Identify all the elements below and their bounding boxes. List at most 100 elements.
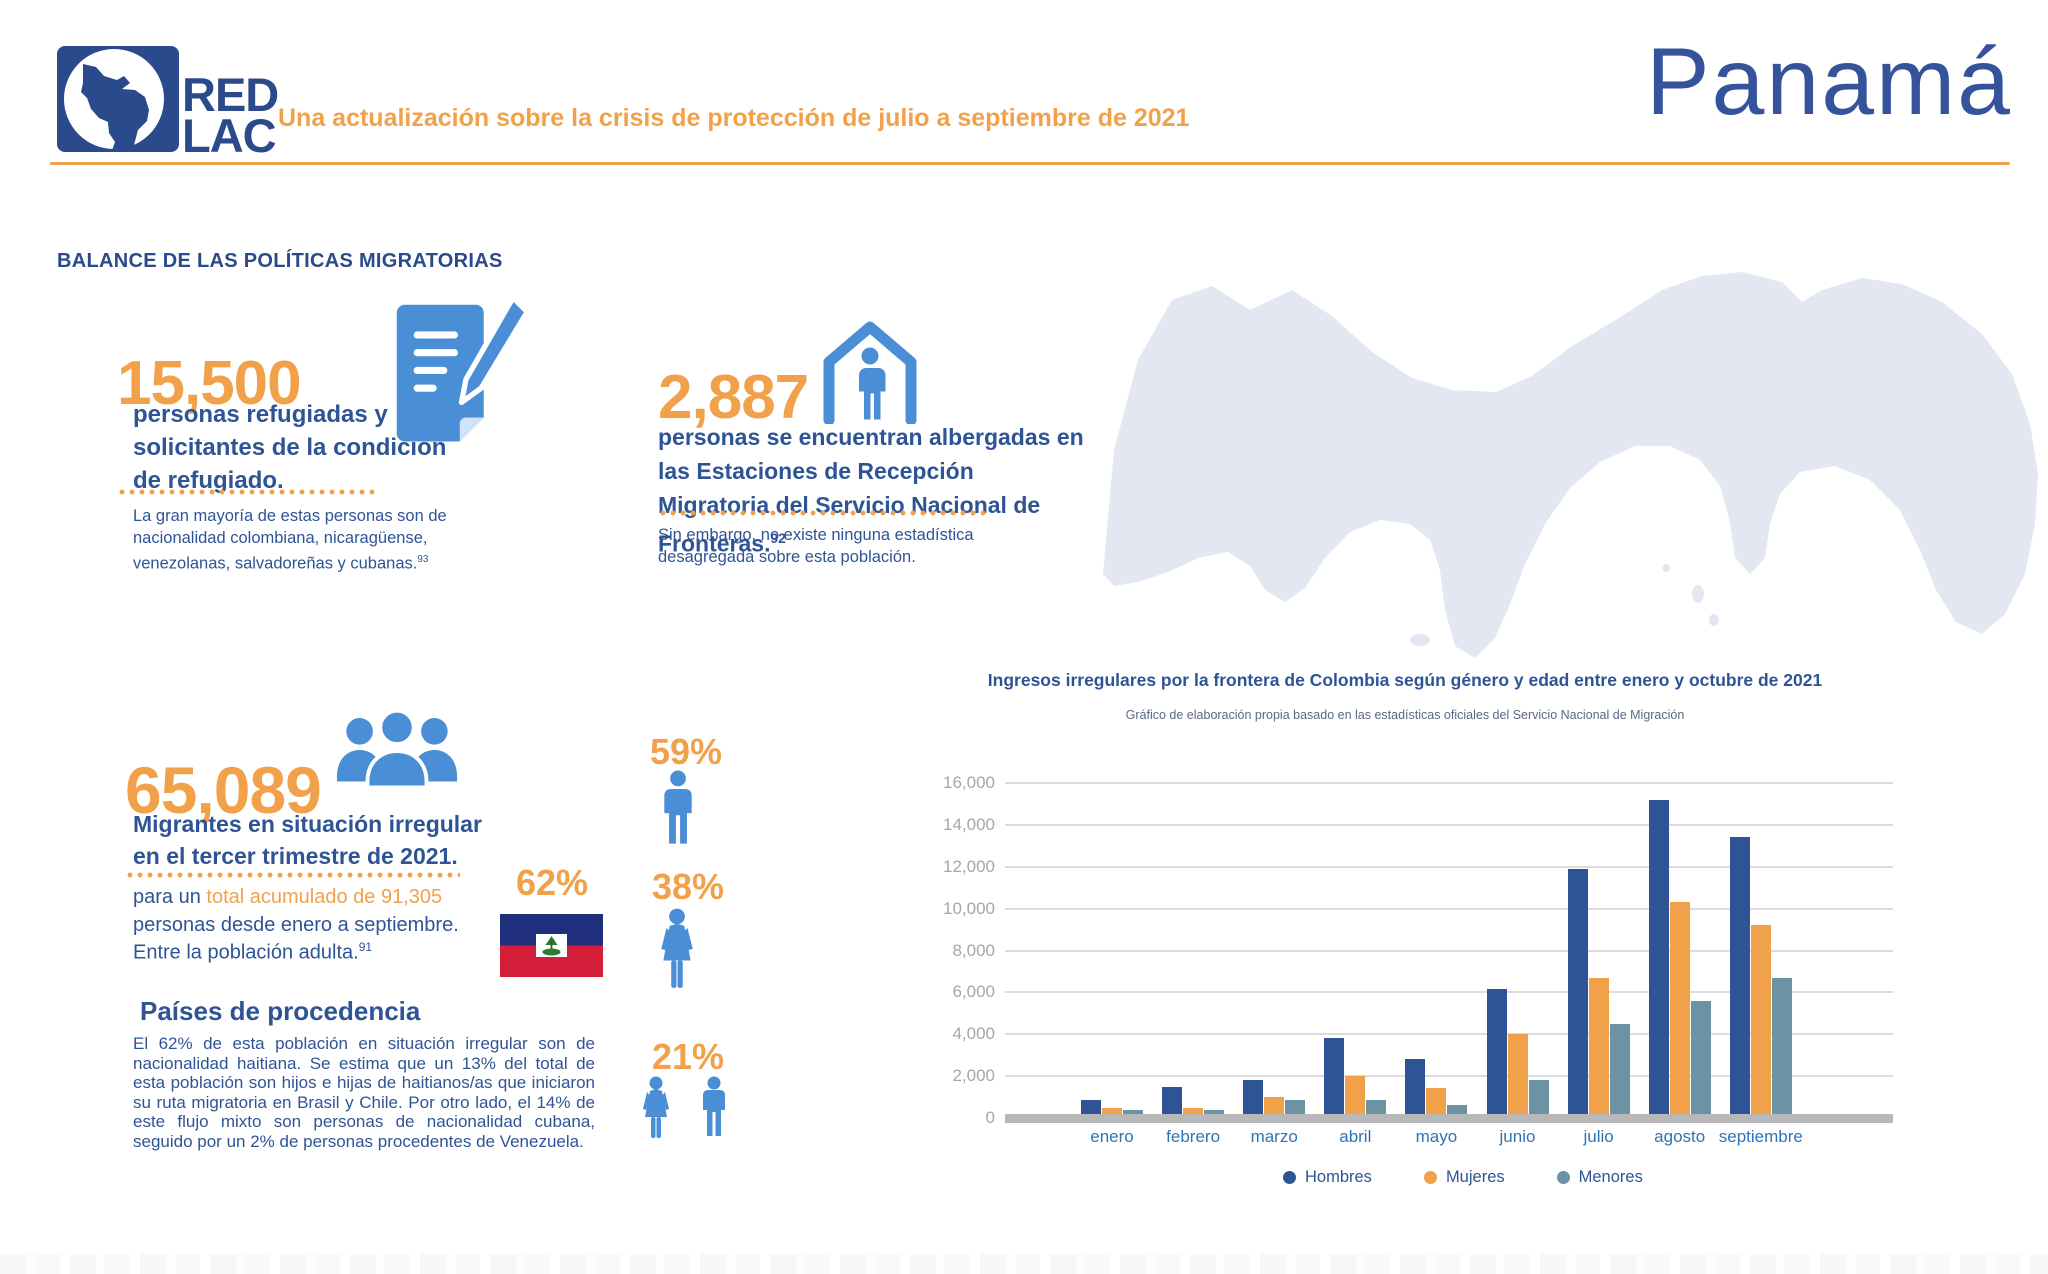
legend-item-hombres: Hombres: [1283, 1168, 1372, 1187]
dotted-divider: [658, 510, 990, 516]
bar-mujeres-marzo: [1264, 1097, 1285, 1118]
bar-hombres-enero: [1081, 1100, 1101, 1118]
logo-line-lac: LAC: [182, 109, 277, 163]
dotted-divider: [117, 489, 379, 495]
male-figure-icon: [660, 770, 696, 855]
legend-item-menores: Menores: [1556, 1168, 1643, 1187]
gridline-12,000: [1005, 865, 1893, 868]
sheltered-stat-value: 2,887: [658, 363, 809, 432]
legend-item-mujeres: Mujeres: [1423, 1168, 1505, 1187]
panama-map-silhouette: [1100, 272, 2045, 669]
gridline-6,000: [1005, 991, 1893, 994]
redlac-logo: RED LAC: [57, 46, 279, 166]
bar-hombres-febrero: [1162, 1086, 1183, 1118]
bar-hombres-mayo: [1405, 1059, 1426, 1118]
bar-mujeres-julio: [1588, 977, 1609, 1118]
shelter-house-person-icon: [820, 316, 920, 429]
gridline-16,000: [1005, 782, 1893, 784]
y-axis-tick-6,000: 6,000: [952, 982, 995, 1002]
female-figure-icon: [656, 908, 698, 995]
bar-menores-marzo: [1285, 1100, 1306, 1118]
migrants-note-line2: personas desde enero a septiembre.: [133, 914, 459, 936]
refugees-stat-value: 15,500: [117, 349, 302, 418]
bar-hombres-marzo: [1243, 1080, 1264, 1118]
x-axis-baseline: [1005, 1114, 1893, 1123]
legend-dot-hombres: [1283, 1171, 1296, 1184]
bar-mujeres-enero: [1102, 1107, 1122, 1118]
bar-menores-agosto: [1690, 1000, 1711, 1118]
people-group-icon: [333, 706, 461, 803]
gridline-4,000: [1005, 1033, 1893, 1036]
bar-mujeres-febrero: [1183, 1107, 1204, 1118]
chart-subtitle: Gráfico de elaboración propia basado en …: [1125, 708, 1685, 722]
legend-dot-menores: [1556, 1171, 1570, 1184]
refugees-note-text: La gran mayoría de estas personas son de…: [133, 507, 447, 573]
bar-menores-mayo: [1447, 1105, 1468, 1118]
gridline-14,000: [1005, 823, 1893, 826]
origin-paragraph: El 62% de esta población en situación ir…: [133, 1034, 595, 1151]
y-axis-tick-14,000: 14,000: [943, 814, 995, 834]
page-bottom-watermark: [0, 1254, 2048, 1274]
y-axis-tick-4,000: 4,000: [952, 1024, 995, 1044]
migrants-stat-value: 65,089: [125, 753, 322, 827]
migrants-note-line3-text: Entre la población adulta.: [133, 941, 359, 964]
migrants-note-prefix: para un: [133, 886, 207, 908]
bar-hombres-junio: [1486, 989, 1507, 1118]
header-divider: [50, 162, 2010, 165]
x-axis-label-julio: julio: [1583, 1127, 1614, 1146]
origin-heading: Países de procedencia: [140, 996, 421, 1026]
country-title: Panamá: [1646, 29, 2012, 135]
logo-line-red: RED: [182, 68, 279, 121]
bar-mujeres-septiembre: [1750, 925, 1771, 1118]
bar-hombres-agosto: [1648, 799, 1669, 1118]
children-figures-icon: [636, 1076, 742, 1145]
bar-hombres-julio: [1567, 868, 1588, 1118]
refugees-stat-label: personas refugiadas y solicitantes de la…: [133, 401, 447, 494]
bar-mujeres-agosto: [1669, 902, 1690, 1118]
legend-label-hombres: Hombres: [1305, 1168, 1372, 1186]
bar-menores-febrero: [1204, 1109, 1225, 1118]
x-axis-label-agosto: agosto: [1654, 1127, 1706, 1146]
bar-menores-enero: [1123, 1109, 1143, 1118]
footnote-ref-93: 93: [417, 554, 429, 565]
bar-mujeres-mayo: [1426, 1087, 1447, 1118]
women-share-value: 38%: [652, 866, 725, 907]
gridline-8,000: [1005, 949, 1893, 952]
y-axis-tick-8,000: 8,000: [952, 940, 995, 960]
dotted-divider: [125, 872, 460, 878]
x-axis-label-junio: junio: [1499, 1127, 1536, 1146]
gridline-10,000: [1005, 907, 1893, 910]
document-pen-icon: [387, 288, 530, 465]
y-axis-tick-16,000: 16,000: [943, 773, 995, 792]
haiti-flag-icon: [500, 914, 603, 982]
migrants-note-highlight: total acumulado de 91,305: [206, 886, 443, 908]
x-axis-label-mayo: mayo: [1415, 1127, 1458, 1146]
x-axis-label-marzo: marzo: [1250, 1127, 1298, 1146]
y-axis-tick-0: 0: [985, 1108, 995, 1127]
legend-label-menores: Menores: [1578, 1168, 1643, 1186]
migrants-stat-label: Migrantes en situación irregular en el t…: [133, 811, 482, 869]
bar-mujeres-junio: [1507, 1034, 1528, 1118]
gridline-2,000: [1005, 1075, 1893, 1078]
bar-hombres-septiembre: [1729, 837, 1750, 1118]
bar-menores-junio: [1528, 1080, 1549, 1118]
y-axis-tick-12,000: 12,000: [943, 856, 995, 876]
bar-menores-abril: [1366, 1100, 1387, 1118]
haitian-share-value: 62%: [516, 862, 589, 903]
x-axis-label-septiembre: septiembre: [1718, 1127, 1803, 1146]
section-heading: BALANCE DE LAS POLÍTICAS MIGRATORIAS: [57, 250, 503, 272]
refugees-note: La gran mayoría de estas personas son de…: [133, 505, 505, 575]
legend-dot-mujeres: [1423, 1171, 1437, 1184]
x-axis-label-abril: abril: [1339, 1127, 1372, 1146]
x-axis-label-febrero: febrero: [1166, 1127, 1221, 1146]
footnote-ref-91: 91: [358, 940, 373, 954]
migrants-note-line3: Entre la población adulta.91: [133, 940, 372, 965]
legend-label-mujeres: Mujeres: [1445, 1168, 1505, 1186]
men-share-value: 59%: [650, 731, 723, 772]
chart-title: Ingresos irregulares por la frontera de …: [987, 670, 1823, 690]
x-axis-label-enero: enero: [1090, 1127, 1134, 1146]
y-axis-tick-10,000: 10,000: [943, 898, 995, 918]
chart-legend: Hombres Mujeres Menores: [1283, 1168, 1643, 1187]
redlac-wordmark: RED LAC: [182, 68, 279, 163]
